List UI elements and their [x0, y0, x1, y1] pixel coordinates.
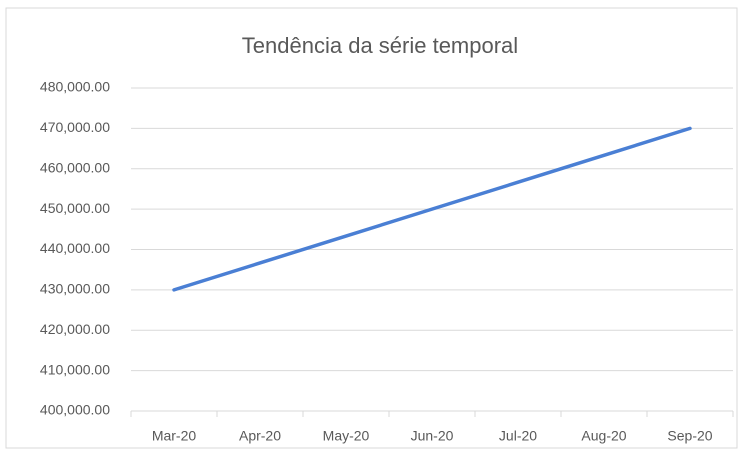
y-tick-label: 470,000.00	[40, 119, 110, 135]
y-tick-label: 480,000.00	[40, 79, 110, 95]
x-tick-label: Sep-20	[667, 428, 712, 444]
y-tick-label: 420,000.00	[40, 321, 110, 337]
y-tick-label: 400,000.00	[40, 402, 110, 418]
data-line	[172, 126, 692, 292]
y-tick-label: 460,000.00	[40, 159, 110, 175]
x-tick-label: Jul-20	[499, 428, 537, 444]
x-tick-label: Jun-20	[411, 428, 454, 444]
y-tick-label: 450,000.00	[40, 200, 110, 216]
chart-title: Tendência da série temporal	[242, 33, 518, 58]
x-tick-label: Aug-20	[581, 428, 626, 444]
x-tick-label: May-20	[323, 428, 370, 444]
y-tick-label: 430,000.00	[40, 281, 110, 297]
x-tick-label: Mar-20	[152, 428, 197, 444]
y-tick-label: 440,000.00	[40, 240, 110, 256]
y-tick-label: 410,000.00	[40, 361, 110, 377]
x-tick-label: Apr-20	[239, 428, 281, 444]
